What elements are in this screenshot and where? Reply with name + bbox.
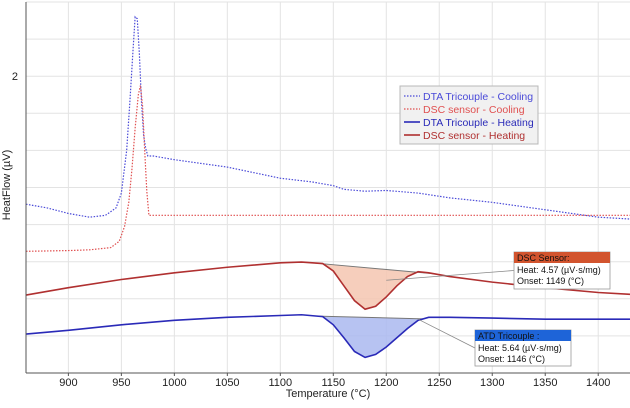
annotation-heat: Heat: 5.64 (µV·s/mg) [478, 343, 562, 353]
x-tick-label: 1050 [215, 377, 239, 389]
y-tick-label: 2 [12, 71, 18, 83]
series-line [25, 313, 630, 359]
series-lines [25, 15, 630, 359]
peak-baseline [317, 315, 424, 320]
x-tick-label: 1350 [533, 377, 557, 389]
x-tick-label: 1400 [586, 377, 610, 389]
x-tick-label: 1150 [321, 377, 345, 389]
peak-area [312, 262, 434, 309]
x-tick-label: 1200 [374, 377, 398, 389]
x-tick-label: 950 [112, 377, 130, 389]
annotation-leader [386, 270, 515, 281]
annotation-callout: ATD Tricouple : Heat: 5.64 (µV·s/mg)Onset… [417, 318, 572, 367]
legend-box [399, 85, 539, 145]
annotations: DSC Sensor:Heat: 4.57 (µV·s/mg)Onset: 11… [386, 251, 611, 367]
legend-label: DTA Tricouple - Heating [423, 117, 534, 129]
x-tick-label: 1100 [268, 377, 292, 389]
series-line [25, 261, 630, 311]
annotation-title: ATD Tricouple : [478, 331, 539, 341]
annotation-heat: Heat: 4.57 (µV·s/mg) [517, 265, 601, 275]
annotation-onset: Onset: 1146 (°C) [478, 354, 545, 364]
x-tick-label: 1250 [427, 377, 451, 389]
annotation-title: DSC Sensor: [517, 253, 570, 263]
peak-areas [312, 262, 435, 358]
legend-label: DSC sensor - Cooling [423, 104, 525, 116]
axes: 900 950 1000 1050 1100 1150 1200 1250 1300 1350 14… [12, 2, 630, 389]
y-axis-title: HeatFlow (µV) [1, 150, 13, 221]
x-tick-label: 900 [59, 377, 77, 389]
x-tick-label: 1000 [162, 377, 186, 389]
annotation-onset: Onset: 1149 (°C) [517, 276, 584, 286]
peak-baseline [312, 262, 435, 275]
annotation-callout: DSC Sensor: Heat: 4.57 (µV·s/mg)Onset: 11… [386, 251, 611, 290]
x-tick-label: 1300 [480, 377, 504, 389]
annotation-header [514, 252, 610, 263]
x-axis-title: Temperature (°C) [286, 388, 370, 400]
legend-label: DSC sensor - Heating [423, 130, 525, 142]
annotation-header [475, 330, 571, 341]
series-line [25, 15, 630, 220]
series-line [25, 85, 630, 252]
legend-label: DTA Tricouple - Cooling [423, 91, 533, 103]
annotation-leader [417, 318, 476, 349]
peak-area [317, 316, 424, 358]
